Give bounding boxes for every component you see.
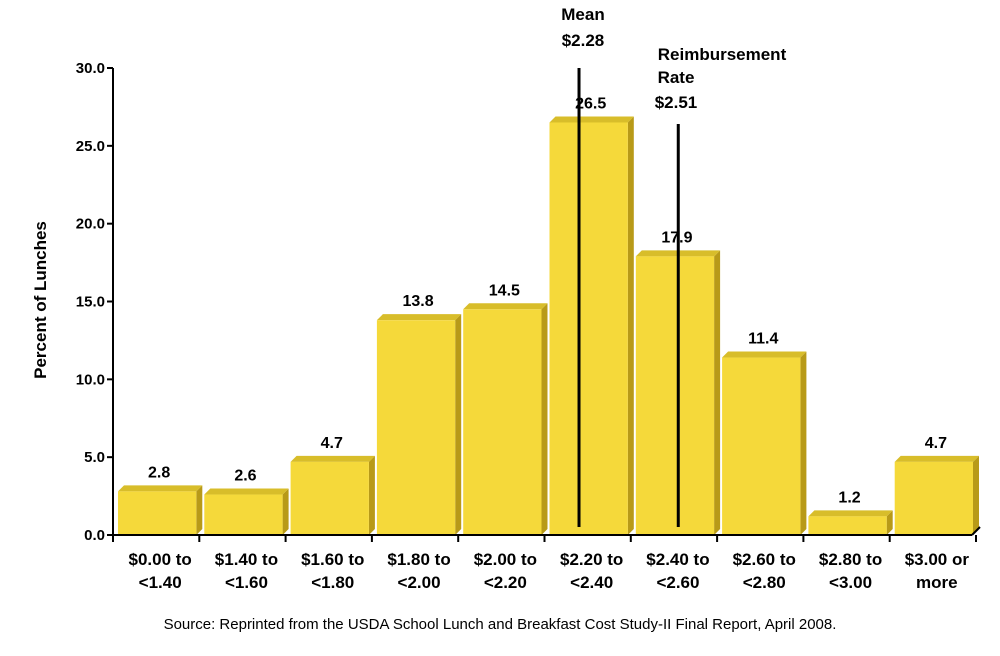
bar-front — [118, 491, 197, 535]
bar-front — [549, 122, 628, 535]
data-label: 14.5 — [489, 282, 520, 299]
x-tick-label: $0.00 to — [128, 550, 191, 569]
bar-side — [196, 485, 203, 535]
data-label: 13.8 — [402, 293, 433, 310]
bar — [204, 488, 289, 535]
bar-top — [463, 303, 548, 310]
data-label: 4.7 — [321, 435, 343, 452]
reimbursement-rate-label: Reimbursement — [658, 45, 787, 64]
y-axis-label: Percent of Lunches — [31, 221, 50, 379]
source-note: Source: Reprinted from the USDA School L… — [163, 616, 837, 633]
bar-front — [290, 461, 369, 535]
x-tick-label: $1.60 to — [301, 550, 364, 569]
x-tick-label: <1.60 — [225, 573, 268, 592]
bar-top — [290, 455, 375, 462]
bar-side — [282, 488, 289, 535]
bar — [290, 455, 375, 535]
bar-top — [118, 485, 203, 492]
bar-side — [973, 455, 979, 535]
bar — [549, 116, 634, 535]
reimbursement-rate-label: $2.51 — [655, 93, 698, 112]
bar-side — [627, 116, 634, 535]
x-tick-label: <2.00 — [398, 573, 441, 592]
x-tick-label: <1.40 — [139, 573, 182, 592]
x-axis-end — [971, 526, 981, 536]
x-tick-label: <2.20 — [484, 573, 527, 592]
y-tick-label: 5.0 — [84, 449, 105, 466]
data-label: 26.5 — [575, 95, 606, 112]
bar — [894, 455, 979, 535]
y-tick-label: 10.0 — [76, 371, 105, 388]
bar-front — [376, 320, 456, 535]
x-tick-label: <2.40 — [570, 573, 613, 592]
x-tick-label: $2.80 to — [819, 550, 882, 569]
x-tick-label: $1.40 to — [215, 550, 278, 569]
bar — [808, 510, 893, 535]
x-tick-label: $2.60 to — [733, 550, 796, 569]
x-tick-label: $1.80 to — [387, 550, 450, 569]
data-label: 2.8 — [148, 464, 170, 481]
x-tick-label: $2.40 to — [646, 550, 709, 569]
bar-side — [455, 314, 462, 535]
data-label: 2.6 — [234, 468, 256, 485]
bar-front — [894, 461, 973, 535]
axes-group: $0.00 to <1.40 $1.40 to <1.60 $1.60 to <1.80 $… — [76, 60, 981, 592]
bar-front — [722, 357, 801, 535]
x-tick-label: more — [916, 573, 958, 592]
x-tick-label: <2.80 — [743, 573, 786, 592]
bar-top — [894, 455, 979, 462]
y-tick-label: 30.0 — [76, 60, 105, 77]
data-label: 11.4 — [748, 331, 778, 348]
y-tick-label: 0.0 — [84, 527, 105, 544]
bar-front — [808, 516, 887, 535]
x-tick-label: <1.80 — [311, 573, 354, 592]
x-tick-label: $2.00 to — [474, 550, 537, 569]
data-label: 4.7 — [925, 435, 947, 452]
bar-top — [722, 351, 807, 358]
mean-label: Mean — [561, 5, 604, 24]
bar — [376, 314, 462, 535]
bar-side — [714, 250, 721, 535]
x-tick-label: <3.00 — [829, 573, 872, 592]
y-tick-label: 20.0 — [76, 216, 105, 233]
bar-front — [204, 494, 283, 535]
annotations-group: Mean $2.28 Reimbursement Rate $2.51 — [561, 5, 787, 527]
x-tick-label: $3.00 or — [905, 550, 970, 569]
reimbursement-rate-label: Rate — [658, 68, 695, 87]
bar — [118, 485, 203, 535]
bar-side — [886, 510, 893, 535]
bar-front — [635, 256, 715, 535]
bar-top — [808, 510, 893, 517]
data-label: 1.2 — [838, 489, 860, 506]
bar-top — [376, 314, 462, 321]
x-tick-label: <2.60 — [656, 573, 699, 592]
bar-front — [463, 309, 542, 535]
bar-side — [541, 303, 548, 535]
x-tick-label: $2.20 to — [560, 550, 623, 569]
bar-top — [204, 488, 289, 495]
bar-top — [549, 116, 634, 123]
bar-side — [368, 455, 375, 535]
bar-side — [800, 351, 807, 535]
y-tick-label: 15.0 — [76, 294, 105, 311]
bar — [722, 351, 807, 535]
y-tick-label: 25.0 — [76, 138, 105, 155]
mean-label: $2.28 — [562, 31, 605, 50]
bar — [635, 250, 721, 535]
bar — [463, 303, 548, 535]
bars-group: 2.82.64.713.814.526.517.911.41.24.7 — [118, 95, 979, 535]
